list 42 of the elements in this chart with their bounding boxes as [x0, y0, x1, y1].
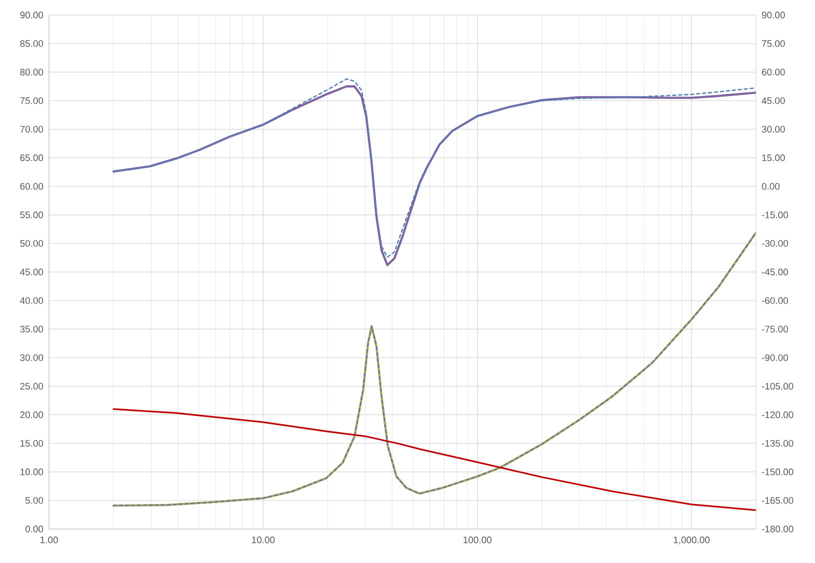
y-tick-label: 10.00: [20, 468, 44, 476]
y-tick-label: 30.00: [20, 354, 44, 362]
y-tick-label: 85.00: [20, 40, 44, 47]
y2-tick-label: -45.00: [762, 268, 788, 276]
y-tick-label: 0.00: [25, 526, 44, 532]
y2-tick-label: -120.00: [762, 411, 794, 418]
y-tick-label: 60.00: [20, 182, 44, 190]
y-tick-label: 5.00: [25, 497, 44, 504]
y-tick-label: 75.00: [20, 97, 44, 104]
x-tick-label: 10.00: [252, 536, 275, 544]
y2-tick-label: -15.00: [762, 212, 788, 218]
y2-tick-label: -150.00: [762, 468, 794, 476]
y2-tick-label: 90.00: [762, 12, 785, 18]
y2-tick-label: -60.00: [762, 297, 788, 304]
y2-tick-label: 15.00: [762, 154, 785, 162]
y2-tick-label: 30.00: [762, 126, 785, 133]
y-tick-label: 65.00: [20, 154, 44, 162]
y-tick-label: 50.00: [20, 240, 44, 247]
y-tick-label: 20.00: [20, 411, 44, 418]
y-tick-label: 55.00: [20, 212, 44, 218]
y2-tick-label: -75.00: [762, 326, 788, 332]
y2-tick-label: 0.00: [762, 182, 780, 190]
x-tick-label: 100.00: [464, 536, 492, 544]
y-tick-label: 80.00: [20, 68, 44, 76]
y-tick-label: 90.00: [20, 12, 44, 18]
y-tick-label: 35.00: [20, 326, 44, 332]
y2-tick-label: 45.00: [762, 97, 785, 104]
y2-tick-label: -105.00: [762, 382, 794, 390]
y-tick-label: 25.00: [20, 382, 44, 390]
y2-tick-label: 60.00: [762, 68, 785, 76]
y2-tick-label: -165.00: [762, 497, 794, 504]
y-tick-label: 15.00: [20, 440, 44, 447]
y2-tick-label: -90.00: [762, 354, 788, 362]
y2-tick-label: -135.00: [762, 440, 794, 447]
y-tick-label: 70.00: [20, 126, 44, 133]
y-tick-label: 45.00: [20, 268, 44, 276]
y-tick-label: 40.00: [20, 297, 44, 304]
y2-tick-label: 75.00: [762, 40, 785, 47]
y2-tick-label: -180.00: [762, 526, 794, 532]
x-tick-label: 1,000.00: [674, 536, 710, 544]
x-tick-label: 1.00: [40, 536, 58, 544]
y2-tick-label: -30.00: [762, 240, 788, 247]
